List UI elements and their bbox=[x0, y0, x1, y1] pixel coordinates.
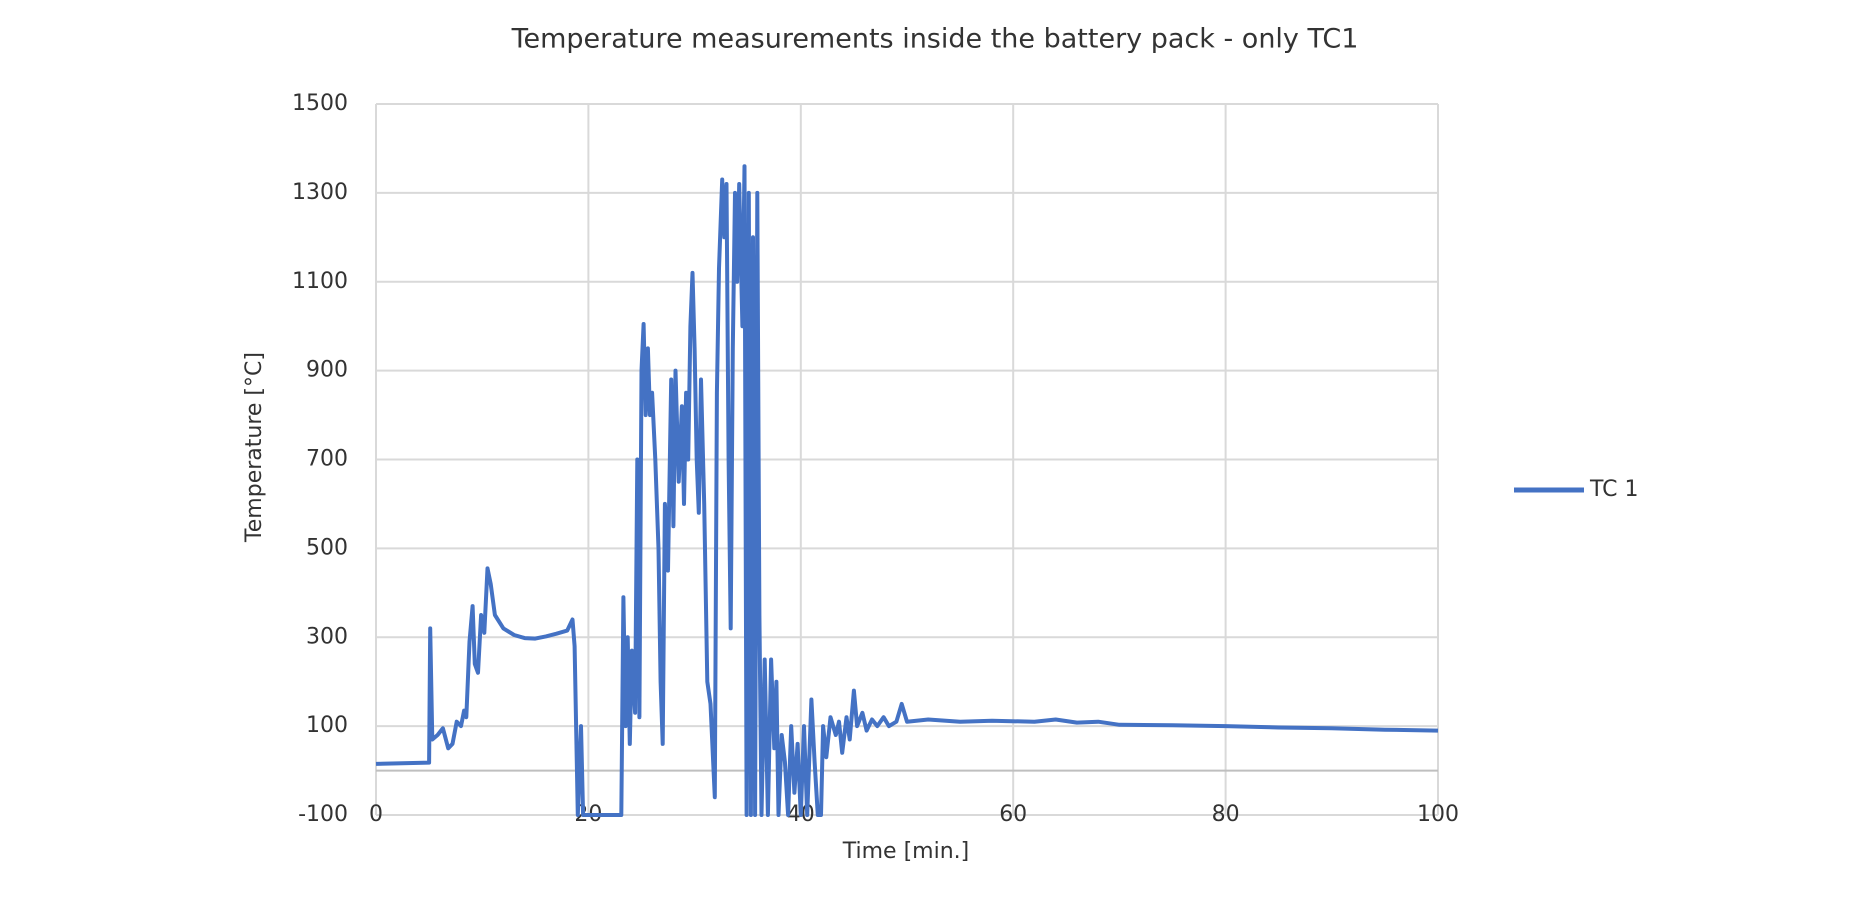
y-axis-label: Temperature [°C] bbox=[242, 352, 267, 543]
x-tick-label: 100 bbox=[1417, 802, 1459, 827]
y-tick-label: -100 bbox=[298, 802, 348, 827]
x-tick-label: 60 bbox=[999, 802, 1027, 827]
x-tick-label: 80 bbox=[1212, 802, 1240, 827]
legend-label: TC 1 bbox=[1589, 477, 1639, 502]
y-tick-label: 1500 bbox=[292, 91, 348, 116]
y-tick-label: 1300 bbox=[292, 180, 348, 205]
data-line bbox=[375, 164, 1439, 817]
chart-title: Temperature measurements inside the batt… bbox=[511, 24, 1359, 55]
y-tick-label: 900 bbox=[306, 358, 348, 383]
y-tick-label: 500 bbox=[306, 535, 348, 560]
x-tick-label: 0 bbox=[369, 802, 383, 827]
y-tick-label: 1100 bbox=[292, 269, 348, 294]
y-tick-label: 100 bbox=[306, 713, 348, 738]
y-tick-label: 300 bbox=[306, 624, 348, 649]
x-axis-label: Time [min.] bbox=[842, 839, 969, 864]
y-tick-label: 700 bbox=[306, 447, 348, 472]
